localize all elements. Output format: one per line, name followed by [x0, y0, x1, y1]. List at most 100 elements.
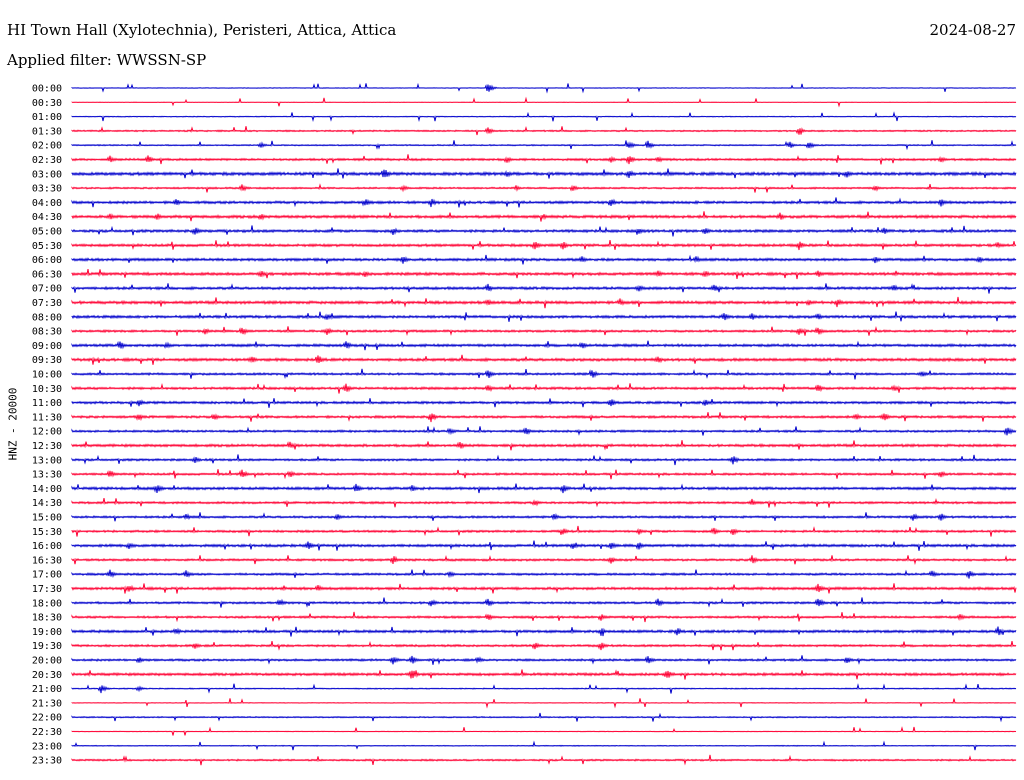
trace-line	[71, 154, 1017, 165]
trace-line	[71, 269, 1017, 280]
trace-line	[71, 240, 1017, 251]
trace-line	[71, 597, 1017, 608]
time-tick-label: 07:30	[32, 298, 62, 309]
trace-line	[71, 82, 1017, 94]
time-tick-label: 20:30	[32, 670, 62, 681]
trace-line	[71, 712, 1017, 723]
time-tick-label: 01:30	[32, 126, 62, 137]
trace-line	[71, 754, 1017, 766]
time-tick-label: 16:00	[32, 541, 62, 552]
time-tick-label: 11:30	[32, 412, 62, 423]
time-tick-label: 22:00	[32, 713, 62, 724]
time-tick-label: 11:00	[32, 398, 62, 409]
time-tick-label: 10:00	[32, 370, 62, 381]
trace-line	[71, 655, 1017, 665]
time-tick-label: 15:00	[32, 513, 62, 524]
time-tick-label: 23:30	[32, 756, 62, 767]
trace-line	[71, 140, 1017, 151]
trace-line	[71, 669, 1017, 680]
time-tick-label: 17:00	[32, 570, 62, 581]
trace-line	[71, 125, 1017, 136]
trace-line	[71, 311, 1017, 322]
time-tick-label: 02:00	[32, 141, 62, 152]
time-tick-label: 16:30	[32, 555, 62, 566]
time-tick-label: 21:00	[32, 684, 62, 695]
time-tick-label: 14:30	[32, 498, 62, 509]
time-tick-label: 18:00	[32, 598, 62, 609]
trace-line	[71, 326, 1017, 336]
trace-line	[71, 640, 1017, 651]
trace-line	[71, 440, 1017, 451]
trace-line	[71, 611, 1017, 623]
trace-line	[71, 626, 1017, 637]
time-tick-label: 21:30	[32, 698, 62, 709]
time-tick-label: 05:30	[32, 241, 62, 252]
trace-line	[71, 740, 1017, 751]
time-tick-label: 20:00	[32, 656, 62, 667]
trace-line	[71, 698, 1017, 709]
time-tick-label: 19:30	[32, 641, 62, 652]
time-tick-label: 13:30	[32, 470, 62, 481]
trace-line	[71, 340, 1017, 351]
time-tick-label: 09:30	[32, 355, 62, 366]
time-tick-label: 09:00	[32, 341, 62, 352]
trace-line	[71, 512, 1017, 522]
time-tick-label: 04:30	[32, 212, 62, 223]
trace-line	[71, 398, 1017, 408]
time-tick-label: 04:00	[32, 198, 62, 209]
trace-line	[71, 197, 1017, 208]
time-tick-label: 22:30	[32, 727, 62, 738]
trace-line	[71, 540, 1017, 551]
time-tick-label: 03:00	[32, 169, 62, 180]
trace-line	[71, 183, 1017, 193]
time-tick-label: 02:30	[32, 155, 62, 166]
time-tick-label: 13:00	[32, 455, 62, 466]
trace-line	[71, 498, 1017, 508]
time-tick-label: 05:00	[32, 227, 62, 238]
trace-line	[71, 168, 1017, 179]
time-tick-label: 00:00	[32, 84, 62, 95]
trace-line	[71, 354, 1017, 365]
trace-line	[71, 368, 1017, 380]
trace-line	[71, 283, 1017, 294]
time-tick-label: 06:30	[32, 269, 62, 280]
time-tick-label: 10:30	[32, 384, 62, 395]
trace-line	[71, 726, 1017, 736]
time-tick-label: 17:30	[32, 584, 62, 595]
date-label: 2024-08-27	[929, 21, 1016, 39]
trace-line	[71, 483, 1017, 494]
trace-line	[71, 426, 1017, 436]
trace-line	[71, 412, 1017, 423]
trace-line	[71, 296, 1017, 309]
time-tick-label: 19:00	[32, 627, 62, 638]
trace-line	[71, 555, 1017, 565]
trace-line	[71, 254, 1017, 265]
trace-line	[71, 469, 1017, 480]
time-tick-label: 03:30	[32, 184, 62, 195]
trace-line	[71, 211, 1017, 222]
time-tick-label: 00:30	[32, 98, 62, 109]
time-tick-label: 12:30	[32, 441, 62, 452]
trace-line	[71, 683, 1017, 694]
time-tick-label: 15:30	[32, 527, 62, 538]
time-tick-label: 08:00	[32, 312, 62, 323]
trace-line	[71, 569, 1017, 579]
time-tick-label: 23:00	[32, 741, 62, 752]
time-tick-label: 07:00	[32, 284, 62, 295]
trace-line	[71, 225, 1017, 237]
trace-line	[71, 383, 1017, 394]
trace-line	[71, 454, 1017, 466]
trace-line	[71, 583, 1017, 594]
time-tick-label: 01:00	[32, 112, 62, 123]
filter-label: Applied filter: WWSSN-SP	[7, 51, 207, 69]
trace-line	[71, 111, 1017, 123]
time-tick-label: 08:30	[32, 327, 62, 338]
time-tick-label: 12:00	[32, 427, 62, 438]
trace-line	[71, 525, 1017, 537]
time-tick-label: 06:00	[32, 255, 62, 266]
trace-line	[71, 96, 1017, 108]
time-tick-label: 14:00	[32, 484, 62, 495]
station-title: HI Town Hall (Xylotechnia), Peristeri, A…	[7, 21, 397, 39]
time-tick-label: 18:30	[32, 613, 62, 624]
